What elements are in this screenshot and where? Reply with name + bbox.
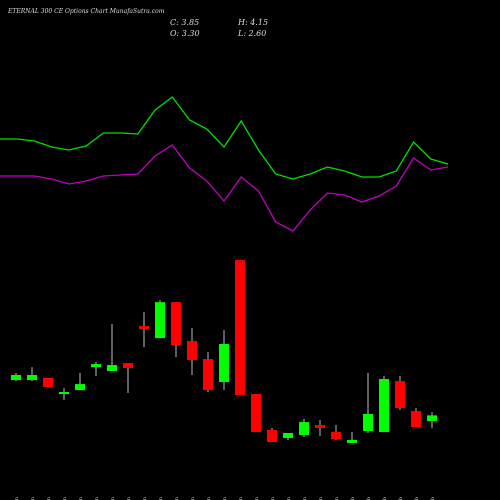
x-tick-label: 09 Feb — [430, 497, 436, 500]
x-tick-label: 31 Jan — [334, 496, 340, 500]
x-tick-label: 03 Feb — [366, 497, 372, 500]
candle-body — [347, 439, 357, 443]
x-tick-label: 20 Jan — [206, 496, 212, 500]
candle-body — [411, 411, 421, 427]
candle-body — [91, 364, 101, 368]
candle-body — [267, 429, 277, 443]
candle-body — [171, 302, 181, 346]
x-tick-label: 07 Jan — [78, 496, 84, 500]
candle-body — [59, 392, 69, 395]
x-tick-label: 06 Feb — [414, 497, 420, 500]
chart-title: ETERNAL 300 CE Options Chart MunafaSutra… — [7, 8, 165, 15]
x-tick-label: 12 Jan — [126, 496, 132, 500]
x-tick-label: 27 Jan — [270, 496, 276, 500]
candle-body — [379, 379, 389, 433]
ohlc-low: L: 2.60 — [237, 29, 266, 38]
candle-body — [315, 425, 325, 429]
x-tick-label: 13 Jan — [142, 496, 148, 500]
x-tick-label: 06 Jan — [62, 496, 68, 500]
ohlc-open: O: 3.30 — [170, 29, 200, 38]
x-tick-label: 08 Jan — [94, 496, 100, 500]
candle-body — [235, 260, 245, 395]
candle-body — [107, 365, 117, 371]
x-tick-label: 30 Jan — [318, 496, 324, 500]
indicator-line — [0, 144, 449, 232]
x-tick-label: 02 Jan — [30, 496, 36, 500]
x-tick-label: 05 Feb — [398, 497, 404, 500]
candle-body — [43, 378, 53, 388]
x-tick-label: 14 Jan — [158, 496, 164, 500]
candle-body — [27, 375, 37, 381]
x-tick-label: 23 Jan — [254, 496, 260, 500]
candle-body — [283, 432, 293, 439]
x-tick-label: 01 Jan — [14, 496, 20, 500]
candle-body — [187, 341, 197, 361]
candle-body — [11, 375, 21, 381]
x-tick-label: 04 Feb — [382, 497, 388, 500]
candle-body — [395, 381, 405, 409]
candle-body — [363, 414, 373, 432]
x-tick-label: 16 Jan — [174, 496, 180, 500]
ohlc-high: H: 4.15 — [237, 18, 268, 27]
candle-body — [219, 344, 229, 383]
x-tick-label: 03 Jan — [46, 496, 52, 500]
candle-body — [123, 363, 133, 369]
candle-body — [331, 432, 341, 440]
ohlc-close: C: 3.85 — [170, 18, 199, 27]
x-tick-label: 19 Jan — [190, 496, 196, 500]
candle-body — [203, 359, 213, 391]
candle-body — [155, 302, 165, 339]
x-tick-label: 28 Jan — [286, 496, 292, 500]
candle-body — [427, 415, 437, 422]
indicator-line — [0, 96, 449, 180]
x-tick-label: 02 Feb — [350, 497, 356, 500]
x-tick-label: 29 Jan — [302, 496, 308, 500]
candle-body — [251, 394, 261, 433]
candle-body — [75, 384, 85, 391]
candle-body — [139, 326, 149, 330]
candle-body — [299, 422, 309, 436]
x-tick-label: 10 Jan — [110, 496, 116, 500]
x-tick-label: 22 Jan — [238, 496, 244, 500]
x-tick-label: 21 Jan — [222, 496, 228, 500]
